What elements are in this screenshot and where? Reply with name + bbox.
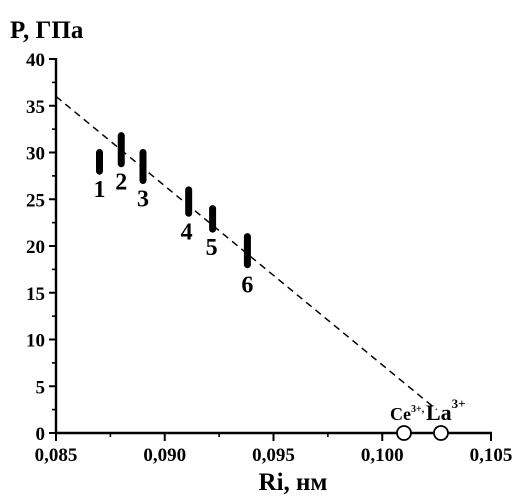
range-label: 3 [137, 187, 149, 213]
y-tick-label: 5 [36, 377, 46, 398]
open-point [396, 425, 412, 441]
x-tick-label: 0,105 [470, 445, 513, 466]
range-label: 4 [181, 219, 193, 245]
ion-charge: 3+, [411, 404, 425, 415]
data-marks: 1 23 456 [94, 132, 253, 299]
ion-symbol: La [426, 400, 452, 425]
y-tick-label: 0 [36, 424, 46, 445]
x-axis-label: Ri, нм [259, 469, 328, 496]
range-label: 1 [94, 177, 106, 203]
x-tick-label: 0,095 [252, 445, 295, 466]
open-point [433, 425, 449, 441]
open-points: Ce3+, La3+ [390, 396, 466, 441]
ion-charge: 3+ [452, 396, 466, 411]
y-axis-label: P, ГПа [10, 17, 84, 44]
x-tick-label: 0,100 [361, 445, 404, 466]
ion-label: Ce3+, [390, 404, 425, 424]
ion-label: La3+ [426, 396, 466, 425]
range-label: 2 [115, 170, 127, 196]
y-tick-label: 25 [26, 190, 45, 211]
y-tick-label: 40 [26, 50, 45, 71]
range-label: 5 [206, 235, 218, 261]
x-tick-label: 0,090 [143, 445, 186, 466]
y-tick-label: 35 [26, 97, 45, 118]
axes [54, 58, 492, 435]
y-tick-label: 10 [26, 331, 45, 352]
y-tick-label: 15 [26, 284, 45, 305]
y-tick-label: 30 [26, 144, 45, 165]
ion-symbol: Ce [390, 404, 411, 424]
range-label: 6 [241, 273, 253, 299]
x-tick-label: 0,085 [35, 445, 78, 466]
y-tick-label: 20 [26, 237, 45, 258]
